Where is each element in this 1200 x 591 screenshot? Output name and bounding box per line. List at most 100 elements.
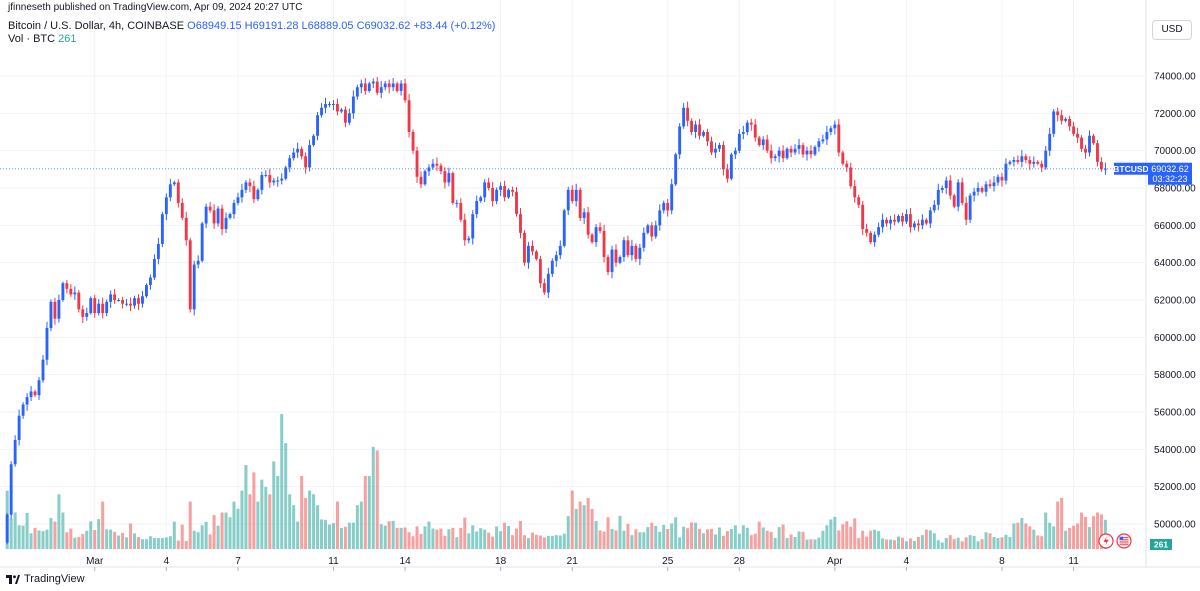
volume-bar: [765, 530, 769, 549]
volume-bar: [1028, 526, 1032, 549]
low-value: L68889.05: [301, 20, 354, 32]
volume-bar: [224, 512, 228, 549]
candle-body: [924, 219, 928, 224]
volume-bar: [320, 519, 324, 549]
volume-bar: [73, 537, 77, 549]
candle-body: [558, 245, 562, 256]
volume-bar: [1095, 512, 1099, 549]
volume-bar: [101, 501, 105, 549]
candle-body: [678, 126, 682, 155]
volume-bar: [49, 517, 53, 549]
volume-bar: [753, 533, 757, 549]
y-tick-label: 56000.00: [1154, 408, 1196, 419]
x-tick-label: 7: [235, 556, 241, 567]
candle-body: [606, 257, 610, 272]
volume-bar: [650, 522, 654, 549]
volume-bar: [379, 524, 383, 549]
change-value: +83.44 (+0.12%): [413, 20, 496, 32]
candle-body: [113, 294, 117, 300]
volume-bar: [252, 472, 256, 549]
x-tick-label: 25: [662, 556, 674, 567]
volume-bar: [463, 517, 467, 549]
candle-body: [670, 184, 674, 211]
volume-bar: [626, 523, 630, 549]
volume-bar: [654, 526, 658, 549]
us-flag-event-icon: [1116, 533, 1132, 549]
volume-bar: [168, 536, 172, 549]
volume-bar: [395, 527, 399, 549]
candle-body: [586, 212, 590, 235]
volume-bar: [495, 526, 499, 549]
candle-body: [137, 298, 140, 304]
volume-bar: [339, 527, 343, 549]
candle-body: [905, 214, 908, 222]
volume-bar: [355, 505, 359, 549]
candle-body: [391, 83, 395, 88]
volume-bar: [347, 522, 351, 549]
candle-body: [952, 195, 956, 207]
candle-body: [184, 217, 188, 241]
candle-body: [825, 132, 829, 140]
tradingview-brand[interactable]: TradingView: [6, 573, 85, 585]
volume-bar: [13, 512, 17, 549]
candle-body: [511, 189, 514, 192]
candle-body: [582, 212, 586, 218]
candle-body: [686, 107, 690, 121]
y-tick-label: 52000.00: [1154, 482, 1196, 493]
candle-body: [427, 167, 431, 172]
candle-body: [443, 171, 447, 183]
candle-body: [785, 148, 789, 159]
volume-bar: [136, 536, 141, 549]
candle-body: [320, 107, 323, 116]
candle-body: [439, 165, 443, 172]
candle-body: [666, 202, 670, 211]
volume-bar: [908, 538, 912, 549]
volume-bar: [789, 534, 793, 549]
candle-body: [845, 163, 849, 168]
volume-bar: [184, 540, 188, 549]
candle-body: [359, 83, 363, 88]
volume-bar: [733, 525, 737, 549]
volume-bar: [781, 524, 785, 549]
candle-body: [45, 328, 49, 360]
candle-body: [292, 152, 296, 159]
candle-body: [530, 245, 534, 252]
y-tick-label: 72000.00: [1154, 109, 1196, 120]
candle-body: [618, 257, 622, 263]
volume-bar: [554, 535, 558, 549]
volume-bar: [845, 521, 849, 549]
volume-bar: [801, 531, 805, 549]
volume-bar: [335, 501, 339, 549]
candle-body: [821, 139, 825, 142]
volume-bar: [248, 494, 252, 549]
volume-label[interactable]: Vol · BTC: [8, 33, 56, 45]
volume-bar: [156, 538, 160, 549]
volume-bar: [702, 533, 706, 549]
candle-body: [192, 264, 196, 310]
candle-body: [519, 214, 522, 233]
candle-body: [232, 202, 236, 215]
y-tick-label: 60000.00: [1154, 333, 1196, 344]
candle-body: [1100, 161, 1103, 170]
volume-bar: [968, 535, 972, 549]
candle-body: [578, 189, 582, 218]
volume-bar: [920, 535, 924, 549]
x-tick-label: Apr: [827, 556, 843, 567]
volume-bar: [602, 531, 606, 549]
volume-bar: [240, 490, 244, 549]
candle-body: [9, 464, 13, 515]
symbol-title[interactable]: Bitcoin / U.S. Dollar, 4h, COINBASE: [8, 20, 185, 32]
candle-body: [614, 249, 618, 263]
volume-bar: [152, 538, 156, 549]
symbol-ohlc-line: Bitcoin / U.S. Dollar, 4h, COINBASE O689…: [8, 20, 495, 32]
candle-body: [133, 298, 136, 306]
candle-body: [797, 145, 801, 149]
currency-button[interactable]: USD: [1152, 20, 1192, 40]
candle-body: [658, 210, 662, 226]
volume-bar: [614, 530, 618, 549]
volume-bar: [1012, 523, 1016, 549]
volume-bar: [164, 537, 168, 549]
candle-body: [1080, 137, 1083, 149]
volume-bar: [121, 532, 125, 549]
